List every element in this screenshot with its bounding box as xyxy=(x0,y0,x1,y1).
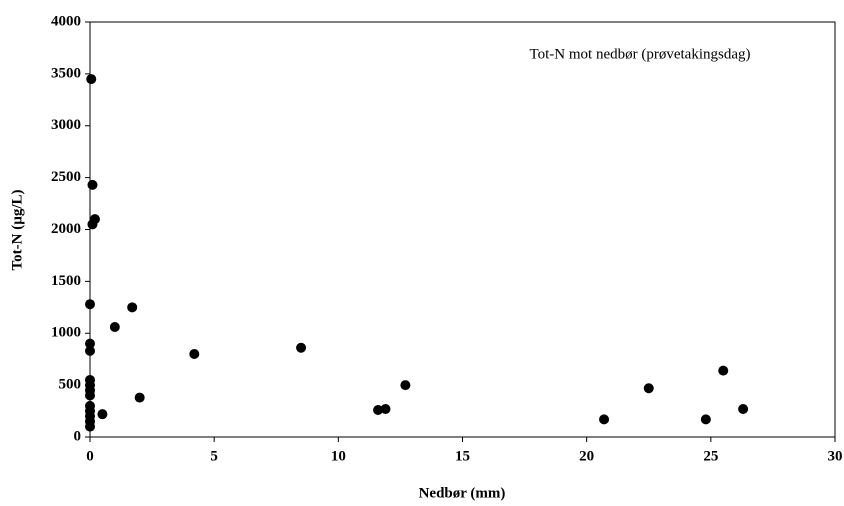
point xyxy=(599,414,610,425)
x-tick-label: 0 xyxy=(86,448,94,464)
point xyxy=(189,349,200,359)
y-tick-label: 3000 xyxy=(51,117,81,133)
point xyxy=(85,421,95,432)
x-tick-label: 30 xyxy=(828,448,843,464)
point xyxy=(85,338,95,349)
y-tick-label: 2000 xyxy=(51,221,81,237)
x-tick-label: 25 xyxy=(703,448,718,464)
point xyxy=(85,390,95,401)
point xyxy=(97,409,108,420)
y-tick-label: 4000 xyxy=(51,13,81,29)
point xyxy=(296,342,307,353)
annotation: Tot-N mot nedbør (prøvetakingsdag) xyxy=(530,46,751,62)
y-axis-title: Tot-N (µg/L) xyxy=(9,189,25,270)
x-axis-title: Nedbør (mm) xyxy=(419,485,506,501)
y-tick-label: 3500 xyxy=(51,65,81,81)
point xyxy=(400,380,411,391)
point xyxy=(373,405,384,416)
point xyxy=(85,299,95,310)
point xyxy=(87,179,98,190)
x-tick-label: 10 xyxy=(331,448,346,464)
point xyxy=(718,365,729,376)
point xyxy=(109,322,120,333)
point xyxy=(380,403,391,414)
point xyxy=(643,383,654,394)
point xyxy=(700,414,711,425)
x-tick-label: 15 xyxy=(455,448,470,464)
y-tick-label: 1000 xyxy=(51,325,81,341)
x-tick-label: 5 xyxy=(210,448,218,464)
x-tick-label: 20 xyxy=(579,448,594,464)
y-tick-label: 1500 xyxy=(51,273,81,289)
point xyxy=(738,403,749,414)
point xyxy=(89,214,100,225)
y-tick-label: 0 xyxy=(74,428,82,444)
y-tick-label: 2500 xyxy=(51,169,81,185)
y-tick-label: 500 xyxy=(59,377,82,393)
point xyxy=(127,302,138,313)
point xyxy=(85,345,95,356)
point xyxy=(134,392,145,403)
point xyxy=(86,74,97,85)
